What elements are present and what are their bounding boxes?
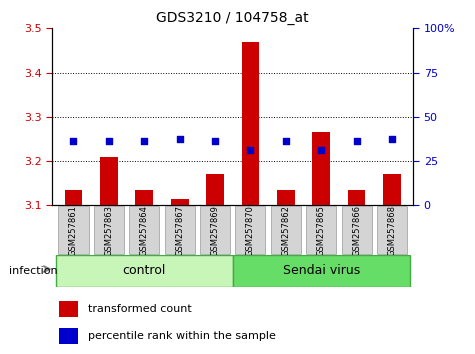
Bar: [242, 41, 259, 205]
Point: [388, 136, 396, 142]
Point: [70, 138, 77, 144]
Text: transformed count: transformed count: [88, 304, 192, 314]
Text: GSM257863: GSM257863: [104, 205, 114, 256]
FancyBboxPatch shape: [94, 206, 124, 254]
Text: percentile rank within the sample: percentile rank within the sample: [88, 331, 276, 341]
Point: [176, 136, 183, 142]
Bar: [135, 190, 153, 205]
Text: GSM257869: GSM257869: [210, 205, 219, 256]
Bar: [65, 190, 82, 205]
Point: [141, 138, 148, 144]
Bar: [206, 175, 224, 205]
FancyBboxPatch shape: [236, 206, 266, 254]
Point: [317, 147, 325, 153]
Bar: [59, 301, 77, 317]
Title: GDS3210 / 104758_at: GDS3210 / 104758_at: [156, 11, 309, 24]
Point: [105, 138, 113, 144]
Point: [282, 138, 290, 144]
Bar: [59, 327, 77, 344]
Text: GSM257866: GSM257866: [352, 205, 361, 256]
Bar: [313, 132, 330, 205]
Bar: [171, 199, 189, 205]
Text: GSM257870: GSM257870: [246, 205, 255, 256]
Text: infection: infection: [10, 266, 58, 276]
FancyBboxPatch shape: [58, 206, 88, 254]
FancyBboxPatch shape: [129, 206, 159, 254]
Bar: [383, 175, 401, 205]
Text: GSM257868: GSM257868: [388, 205, 397, 256]
Text: GSM257862: GSM257862: [281, 205, 290, 256]
Text: Sendai virus: Sendai virus: [283, 264, 360, 277]
FancyBboxPatch shape: [342, 206, 371, 254]
Text: GSM257865: GSM257865: [317, 205, 326, 256]
FancyBboxPatch shape: [306, 206, 336, 254]
Bar: [100, 156, 118, 205]
Text: control: control: [123, 264, 166, 277]
FancyBboxPatch shape: [271, 206, 301, 254]
FancyBboxPatch shape: [377, 206, 407, 254]
FancyBboxPatch shape: [165, 206, 195, 254]
Point: [247, 147, 254, 153]
FancyBboxPatch shape: [200, 206, 230, 254]
Text: GSM257864: GSM257864: [140, 205, 149, 256]
Bar: [233, 255, 410, 287]
Point: [353, 138, 361, 144]
Bar: [56, 255, 233, 287]
Point: [211, 138, 219, 144]
Text: GSM257861: GSM257861: [69, 205, 78, 256]
Text: GSM257867: GSM257867: [175, 205, 184, 256]
Bar: [277, 190, 294, 205]
Bar: [348, 190, 365, 205]
